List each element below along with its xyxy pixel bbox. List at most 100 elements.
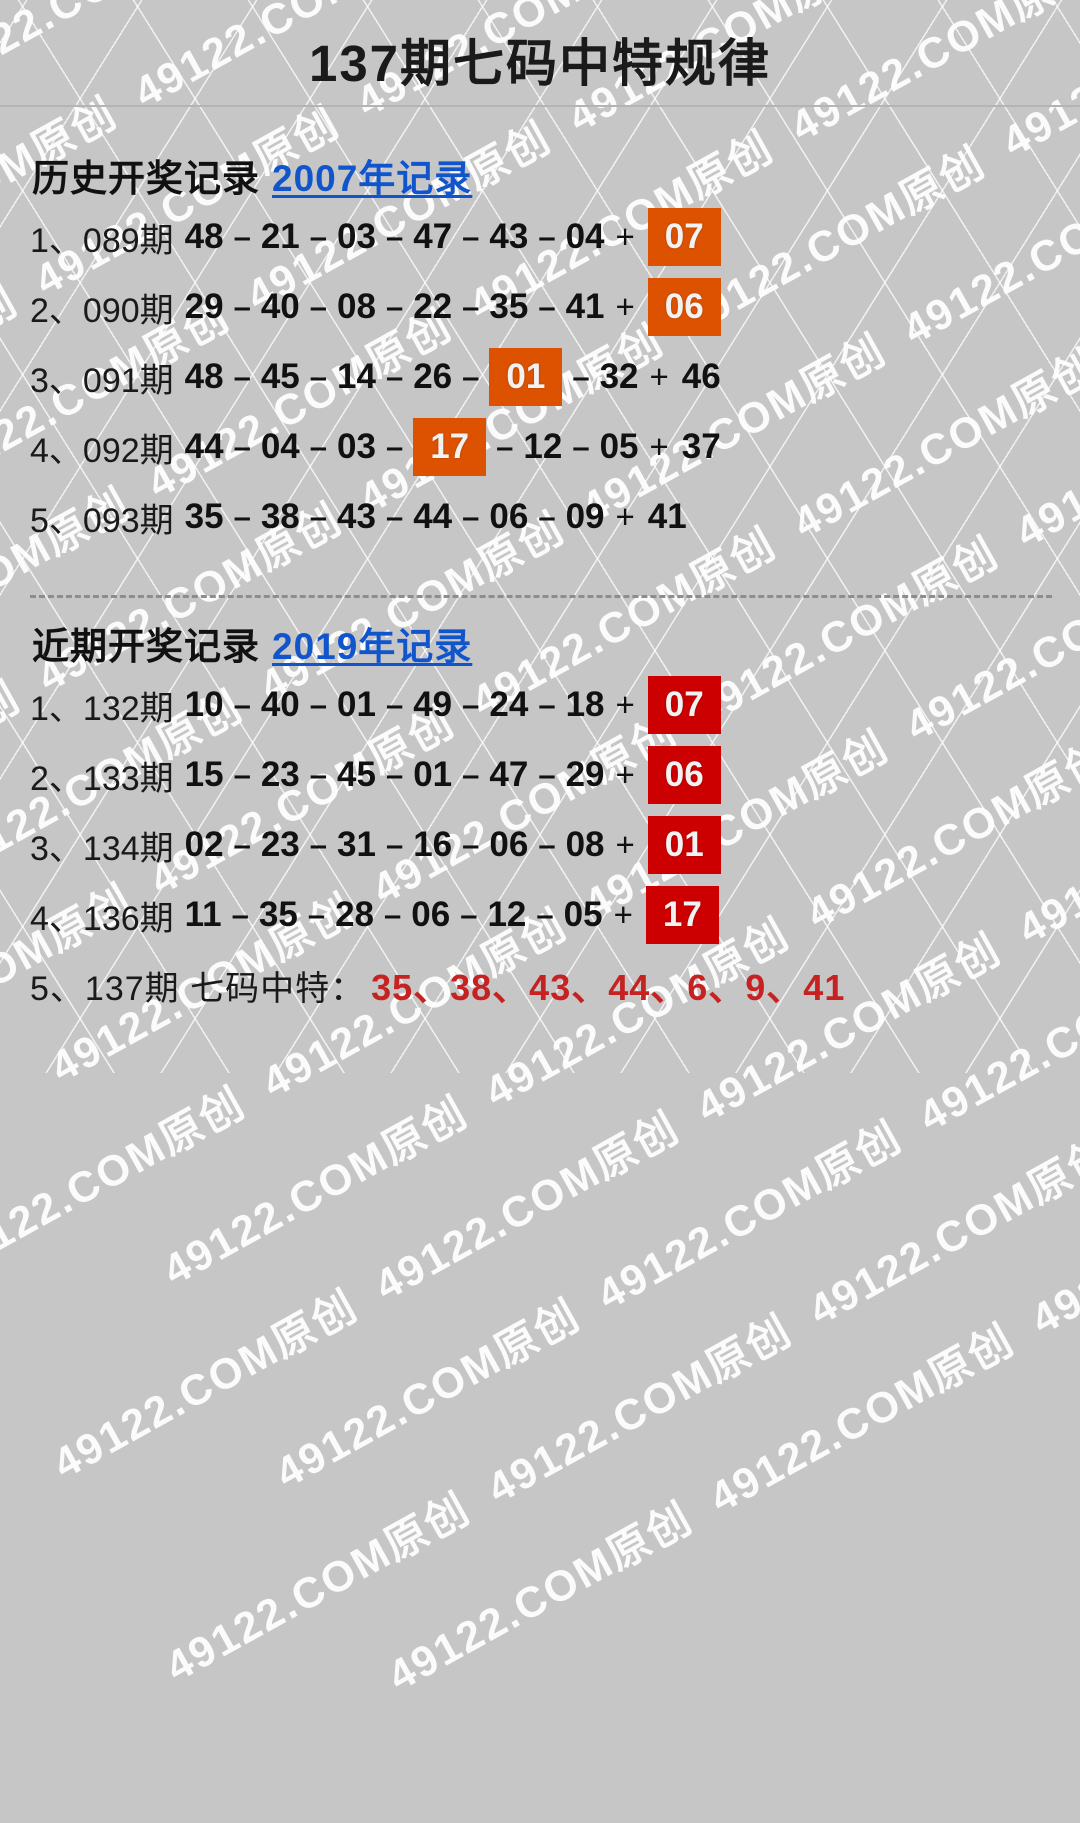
special-number: 46 [681, 357, 721, 396]
special-number-highlighted: 06 [647, 278, 721, 336]
lottery-number: 28 [335, 895, 375, 934]
lottery-number: 05 [563, 895, 603, 934]
lottery-row-label: 1、132期 [30, 689, 174, 728]
lottery-number: 09 [565, 497, 605, 536]
lottery-number: 47 [489, 755, 529, 794]
plus-sign: + [615, 218, 635, 255]
lottery-number: 44 [413, 497, 453, 536]
lottery-number: 35 [489, 287, 529, 326]
plus-sign: + [615, 826, 635, 863]
number-separator: – [462, 359, 480, 394]
lottery-number: 35 [258, 895, 298, 934]
plus-sign: + [613, 896, 633, 933]
lottery-number: 04 [260, 427, 300, 466]
lottery-number: 48 [184, 217, 224, 256]
special-number: 37 [681, 427, 721, 466]
number-separator: – [385, 219, 404, 254]
header-divider [0, 105, 1080, 107]
section-history-year-link[interactable]: 2007年记录 [272, 158, 473, 199]
lottery-number: 23 [260, 825, 300, 864]
number-separator: – [538, 757, 556, 792]
plus-sign: + [615, 686, 635, 723]
number-separator: – [309, 219, 328, 254]
lottery-number-group: 11–35–28–06–12–05 +17 [182, 886, 722, 944]
number-separator: – [536, 897, 554, 932]
recent-row-list: 1、132期 10–40–01–49–24–18 +07 2、133期 15–23–45… [0, 670, 1080, 1020]
lottery-number: 01 [337, 685, 376, 724]
prediction-row: 5、137期 七码中特： 35、38、43、44、6、9、41 [0, 950, 1080, 1020]
lottery-row: 3、134期 02–23–31–16–06–08 +01 [0, 810, 1080, 880]
number-separator: – [538, 499, 556, 534]
lottery-row-label: 1、089期 [30, 221, 174, 260]
lottery-number: 38 [260, 497, 300, 536]
section-recent-year-link[interactable]: 2019年记录 [272, 626, 473, 667]
number-separator: – [233, 827, 251, 862]
number-separator: – [462, 289, 480, 324]
number-separator: – [538, 289, 556, 324]
number-separator: – [385, 757, 404, 792]
lottery-row: 3、091期 48–45–14–26–01–32 +46 [0, 342, 1080, 412]
number-separator: – [572, 359, 590, 394]
number-separator: – [309, 827, 328, 862]
lottery-number: 35 [184, 497, 224, 536]
lottery-row-label: 4、136期 [30, 899, 174, 938]
lottery-number: 22 [413, 287, 453, 326]
lottery-number: 32 [599, 357, 639, 396]
number-separator: – [309, 289, 328, 324]
lottery-number: 14 [337, 357, 376, 396]
number-separator: – [462, 827, 480, 862]
lottery-number-group: 29–40–08–22–35–41 +06 [182, 278, 724, 336]
number-separator: – [309, 757, 328, 792]
number-separator: – [385, 827, 404, 862]
lottery-number-group: 48–21–03–47–43–04 +07 [182, 208, 724, 266]
lottery-number: 15 [184, 755, 224, 794]
prediction-numbers: 35、38、43、44、6、9、41 [371, 967, 846, 1008]
number-separator: – [233, 687, 251, 722]
number-separator: – [309, 359, 328, 394]
section-history-heading-label: 历史开奖记录 [32, 158, 260, 199]
lottery-number: 23 [260, 755, 300, 794]
section-recent-heading-label: 近期开奖记录 [32, 626, 260, 667]
lottery-number: 24 [489, 685, 529, 724]
number-separator: – [233, 219, 251, 254]
lottery-number: 29 [565, 755, 605, 794]
lottery-row-label: 2、133期 [30, 759, 174, 798]
lottery-number-group: 10–40–01–49–24–18 +07 [182, 676, 724, 734]
number-separator: – [233, 499, 251, 534]
lottery-number: 03 [337, 217, 376, 256]
lottery-row-label: 5、093期 [30, 501, 174, 540]
lottery-row-label: 3、091期 [30, 361, 174, 400]
lottery-number: 12 [487, 895, 527, 934]
section-history-heading: 历史开奖记录 2007年记录 [0, 148, 1080, 202]
lottery-number-group: 35–38–43–44–06–09 +41 [182, 497, 690, 537]
poster-content: 137期七码中特规律 历史开奖记录 2007年记录 1、089期 48–21–03–… [0, 35, 1080, 1020]
lottery-number: 01 [413, 755, 453, 794]
number-separator: – [309, 429, 328, 464]
lottery-row: 2、090期 29–40–08–22–35–41 +06 [0, 272, 1080, 342]
plus-sign: + [649, 428, 669, 465]
lottery-number-highlighted: 01 [489, 348, 563, 406]
lottery-number: 26 [413, 357, 453, 396]
lottery-number: 43 [489, 217, 529, 256]
number-separator: – [385, 289, 404, 324]
lottery-number: 11 [184, 895, 222, 934]
number-separator: – [538, 219, 556, 254]
number-separator: – [231, 897, 249, 932]
lottery-number: 16 [413, 825, 453, 864]
lottery-row: 1、132期 10–40–01–49–24–18 +07 [0, 670, 1080, 740]
prediction-label: 5、137期 七码中特： [30, 969, 366, 1008]
lottery-number: 40 [260, 685, 300, 724]
lottery-number-group: 02–23–31–16–06–08 +01 [182, 816, 724, 874]
lottery-number-group: 48–45–14–26–01–32 +46 [182, 348, 724, 406]
number-separator: – [538, 827, 556, 862]
number-separator: – [462, 499, 480, 534]
special-number-highlighted: 07 [647, 676, 721, 734]
section-history: 历史开奖记录 2007年记录 1、089期 48–21–03–47–43–04 +07… [0, 148, 1080, 552]
lottery-number: 04 [565, 217, 605, 256]
lottery-number: 41 [565, 287, 605, 326]
number-separator: – [233, 429, 251, 464]
lottery-number: 06 [489, 497, 529, 536]
lottery-number: 29 [184, 287, 224, 326]
number-separator: – [233, 757, 251, 792]
special-number-highlighted: 01 [647, 816, 721, 874]
